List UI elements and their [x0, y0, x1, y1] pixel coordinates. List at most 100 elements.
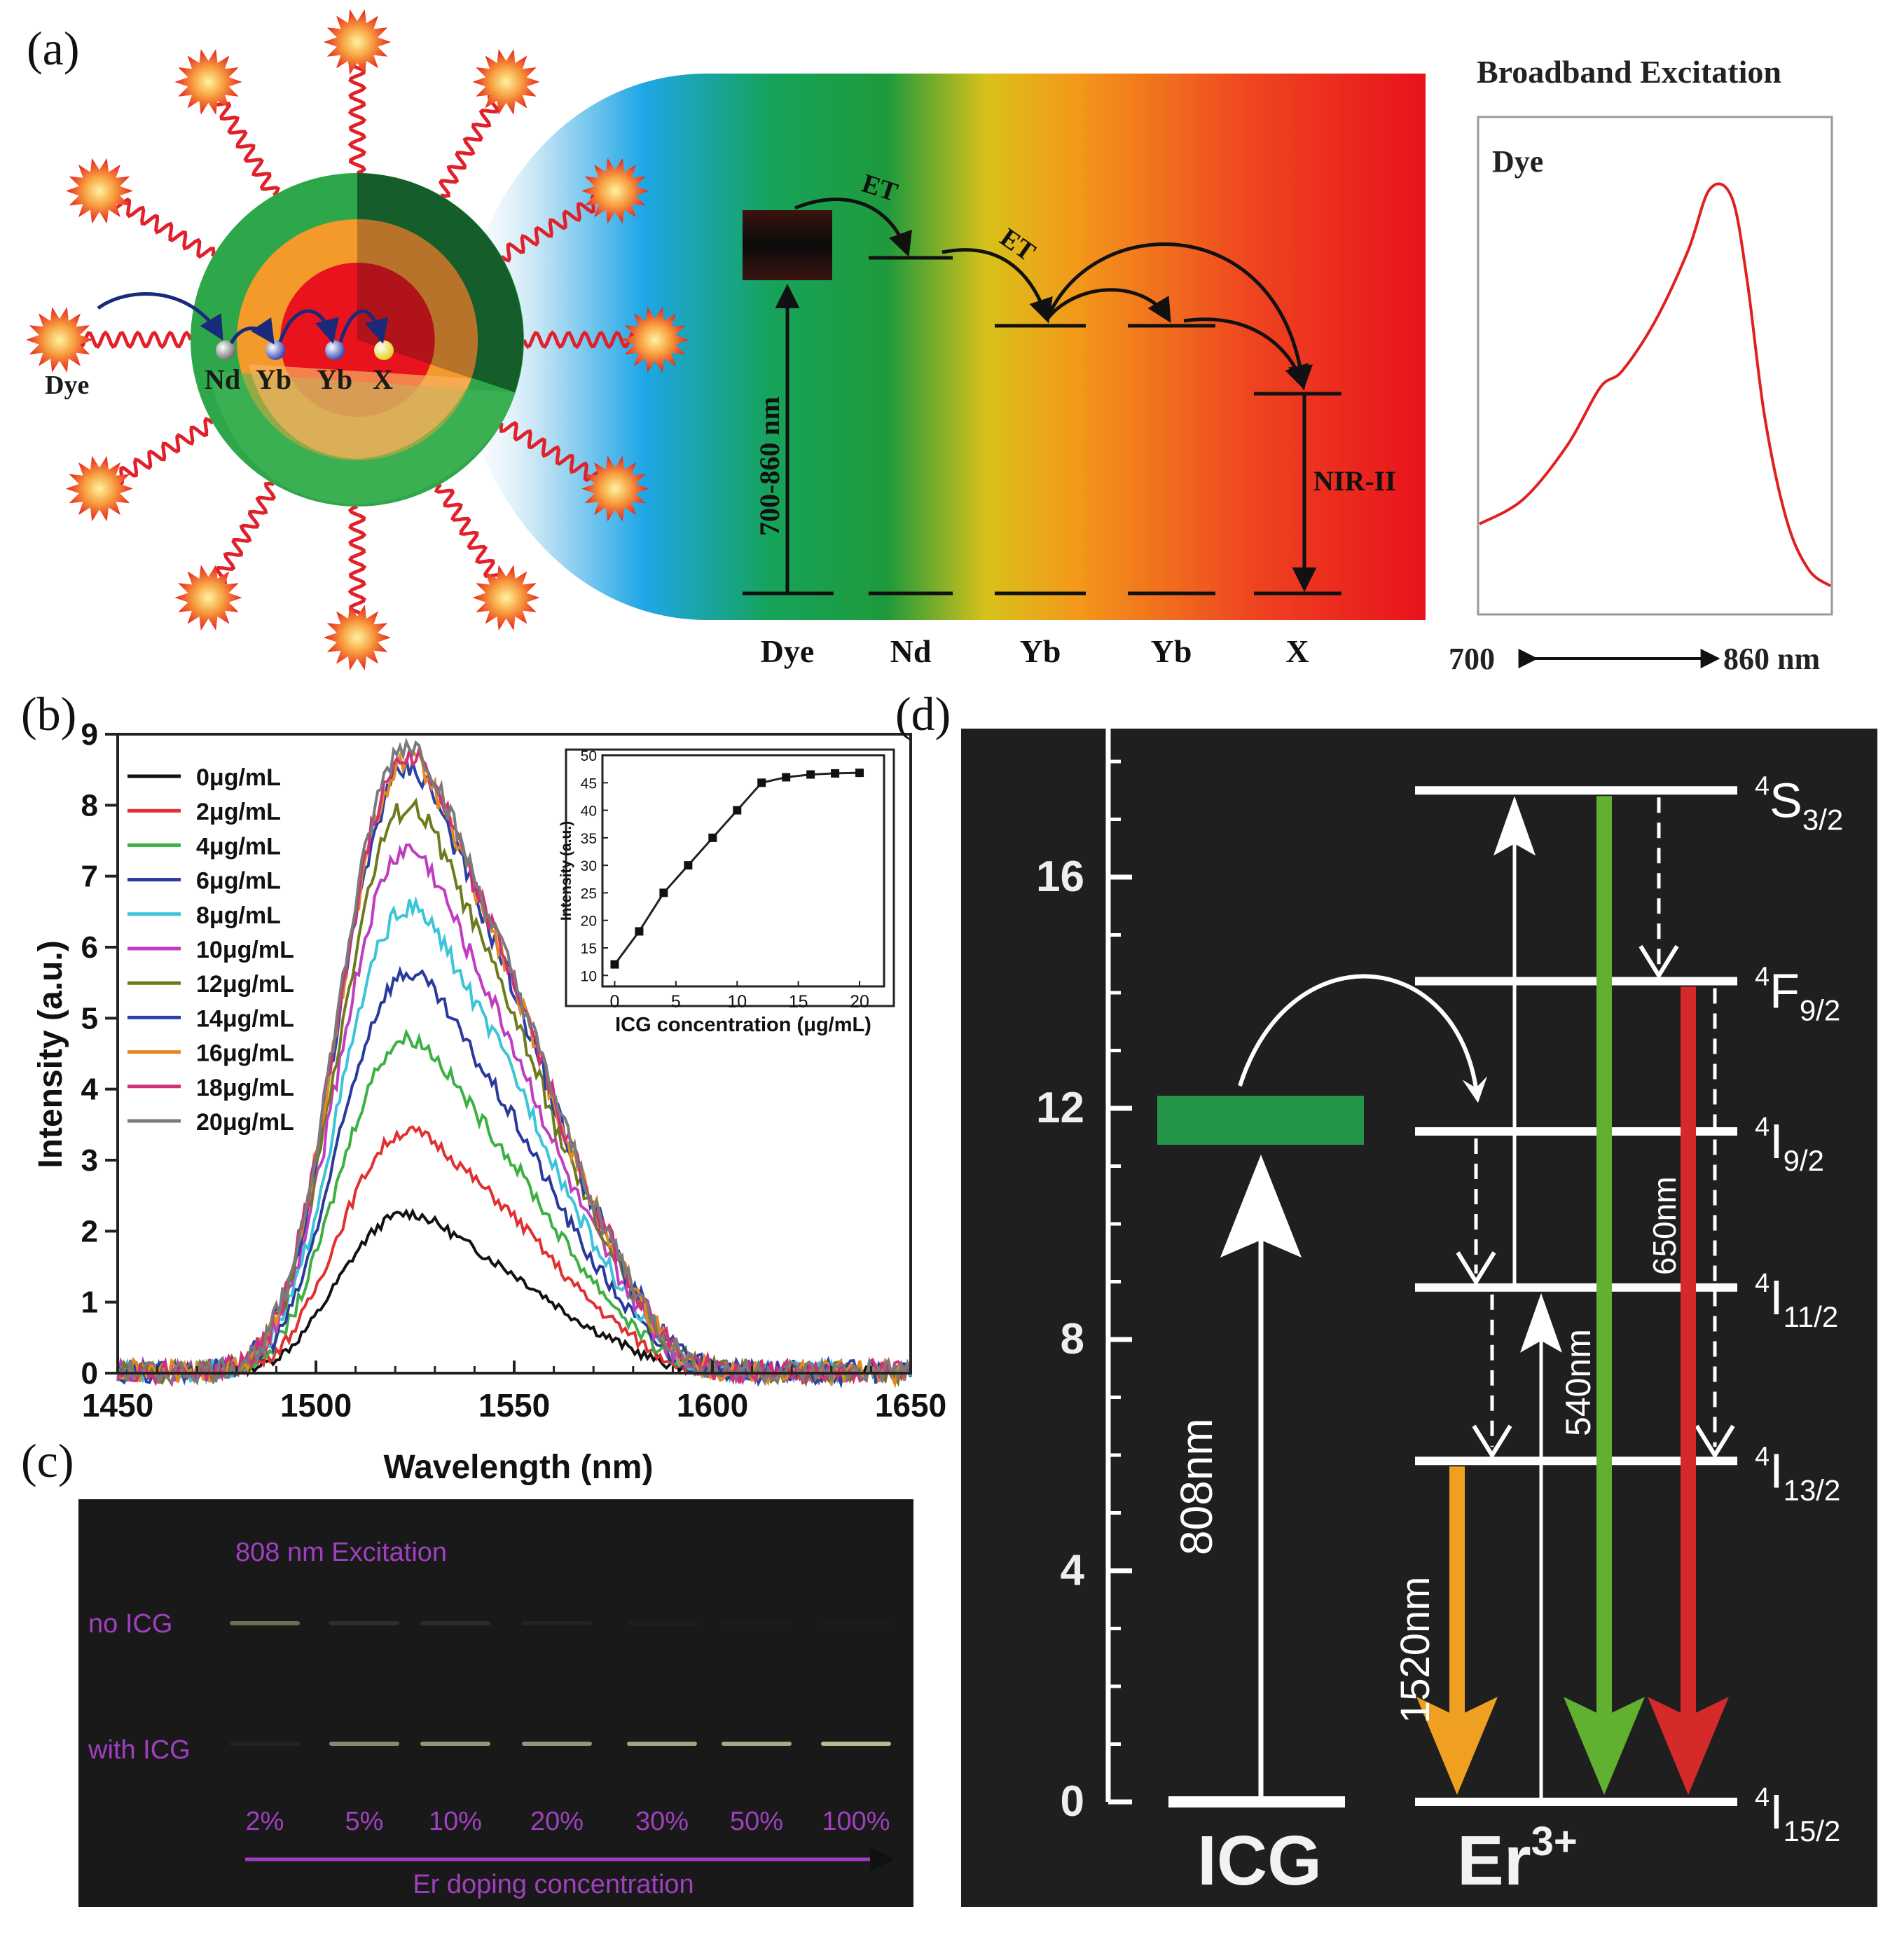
energy-tick-label: 12: [1036, 1084, 1084, 1132]
label-yb-particle-2: Yb: [317, 364, 352, 395]
ligand-chain: [210, 96, 281, 197]
level-label-dye: Dye: [761, 633, 815, 669]
ligand-chain: [438, 95, 500, 198]
yb-ion-sphere: [265, 340, 285, 360]
inset-y-tick-label: 50: [581, 748, 597, 764]
nonradiative-head: [1456, 1251, 1496, 1286]
y-tick-label: 7: [81, 860, 98, 894]
concentration-label: 20%: [530, 1807, 584, 1836]
concentration-label: 5%: [345, 1807, 384, 1836]
y-tick-label: 9: [81, 717, 98, 752]
inset-y-tick-label: 20: [581, 914, 597, 930]
spectra-group: [116, 737, 912, 1389]
panel-d: (d) 0 4 8 12 16 4S3/2 4F9/2 4I9/2 4I11/2 4I13/2 4…: [895, 687, 1877, 1907]
emission-arrowhead: [1564, 1697, 1645, 1795]
nonradiative-head: [1472, 1424, 1512, 1459]
inset-point: [659, 888, 668, 897]
inset-x-tick-label: 0: [610, 992, 620, 1012]
energy-tick-label: 4: [1061, 1546, 1085, 1595]
dye-molecule: [26, 307, 93, 373]
dye-molecule: [581, 158, 649, 224]
x-tick-label: 1650: [875, 1387, 946, 1424]
ligand-chain: [434, 483, 504, 584]
nonradiative-head: [1639, 944, 1679, 980]
spectra-x-label: Wavelength (nm): [384, 1449, 654, 1486]
y-tick-label: 1: [81, 1286, 98, 1320]
row-label-with-icg: with ICG: [88, 1735, 191, 1765]
strip-no-icg: [329, 1621, 399, 1625]
inset-point: [855, 769, 864, 778]
excitation-808-label: 808nm: [1171, 1418, 1222, 1555]
dye-molecule: [621, 307, 689, 373]
dye-molecule: [581, 455, 649, 522]
x-tick-label: 1550: [478, 1387, 550, 1424]
ligand-chain: [347, 504, 367, 622]
icg-label: ICG: [1197, 1822, 1322, 1900]
concentration-label: 100%: [822, 1807, 890, 1836]
dye-molecule: [65, 158, 133, 224]
yb-yb-arrow: [1046, 288, 1171, 323]
label-dye-particle: Dye: [45, 371, 89, 400]
inset-x-tick-label: 5: [671, 992, 681, 1012]
broadband-dye-label: Dye: [1492, 144, 1543, 179]
ligand-chain: [499, 420, 602, 483]
inset-y-label: Intensity (a.u.): [558, 821, 574, 921]
label-x-particle: X: [373, 364, 393, 395]
energy-transfer-arrow: [1238, 974, 1487, 1103]
dye-molecule: [65, 455, 133, 522]
x-tick-label: 1450: [82, 1387, 153, 1424]
level-term-label: 4I9/2: [1755, 1113, 1824, 1177]
energy-tick-label: 16: [1036, 853, 1084, 901]
et-arrow-dye-nd: [794, 198, 912, 257]
level-label-yb-2: Yb: [1151, 633, 1192, 669]
dye-to-nd-arrow: [97, 292, 223, 340]
ligand-chain: [113, 416, 214, 487]
inset-point: [733, 806, 742, 815]
ligand-chain: [500, 193, 601, 263]
panel-label-d: (d): [895, 687, 951, 741]
legend-label: 8μg/mL: [196, 902, 281, 929]
label-nd-particle: Nd: [205, 364, 240, 395]
legend-label: 20μg/mL: [196, 1109, 294, 1136]
inset-point: [831, 769, 840, 778]
strip-with-icg: [627, 1742, 697, 1746]
ligand-chain: [112, 197, 216, 259]
inset-y-tick-label: 40: [581, 804, 597, 820]
inset-y-tick-label: 30: [581, 858, 597, 874]
inset-y-tick-label: 15: [581, 941, 597, 957]
inset-point: [684, 861, 693, 870]
excitation-range-label: 700-860 nm: [754, 397, 785, 536]
broadband-frame: [1477, 116, 1833, 616]
er-label: Er3+: [1457, 1819, 1578, 1900]
strip-no-icg: [420, 1621, 490, 1625]
inset-point: [757, 778, 766, 787]
broadband-title: Broadband Excitation: [1477, 54, 1781, 90]
y-tick-label: 0: [81, 1356, 98, 1391]
y-tick-label: 6: [81, 930, 98, 965]
spectra-legend: 0μg/mL 2μg/mL 4μg/mL 6μg/mL 8μg/mL 10μg/mL 12μ…: [127, 764, 294, 1136]
inset-point: [782, 773, 791, 782]
inset-y-tick-label: 10: [581, 968, 597, 984]
inset-x-tick-label: 20: [850, 992, 869, 1012]
spectrum-series: [116, 744, 912, 1388]
nd-ion-sphere: [216, 340, 235, 360]
et-arrow-nd-yb: [941, 248, 1053, 324]
emission-label-540: 540nm: [1559, 1329, 1598, 1436]
dye-molecule: [174, 49, 242, 115]
yb-to-yb-arrow: [278, 309, 339, 344]
spectrum-series: [117, 1208, 912, 1382]
panel-label-a: (a): [27, 22, 79, 75]
inset-x-label: ICG concentration (μg/mL): [615, 1014, 871, 1036]
emission-label-650: 650nm: [1646, 1176, 1683, 1275]
legend-label: 6μg/mL: [196, 868, 281, 895]
row-label-no-icg: no ICG: [88, 1609, 172, 1639]
spectra-y-label: Intensity (a.u.): [32, 940, 69, 1168]
dye-molecule: [324, 605, 391, 670]
nd-to-yb-arrow: [229, 317, 275, 345]
legend-label: 0μg/mL: [196, 764, 281, 791]
inset-point: [806, 770, 815, 779]
concentration-labels: 2% 5% 10% 20% 30% 50% 100%: [246, 1807, 890, 1836]
inset-x-tick-label: 15: [789, 992, 808, 1012]
core-shell-nanoparticle: [191, 173, 524, 507]
ligand-chain: [75, 330, 193, 350]
